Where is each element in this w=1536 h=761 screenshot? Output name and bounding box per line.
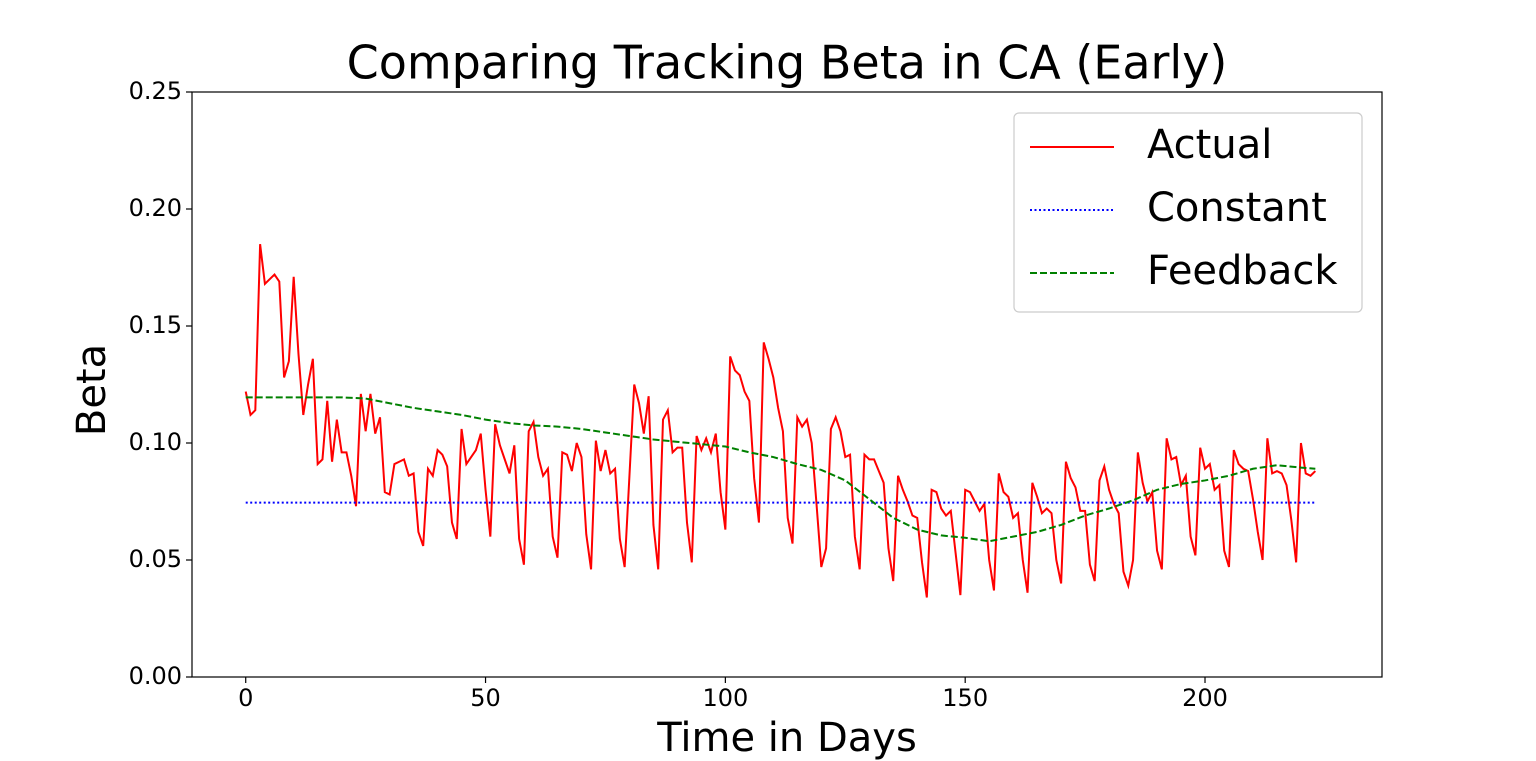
chart-title: Comparing Tracking Beta in CA (Early) <box>347 36 1228 90</box>
x-tick-label: 100 <box>702 684 748 712</box>
legend-label: Constant <box>1147 185 1327 231</box>
y-tick-label: 0.05 <box>129 545 182 573</box>
y-tick-label: 0.25 <box>129 77 182 105</box>
x-axis-label: Time in Days <box>656 715 917 761</box>
x-tick-label: 0 <box>238 684 253 712</box>
y-axis-label: Beta <box>69 344 115 436</box>
y-tick-label: 0.20 <box>129 194 182 222</box>
legend-box <box>1013 112 1363 313</box>
series-line <box>244 243 1317 598</box>
plot-frame <box>191 91 1383 678</box>
legend-label: Actual <box>1147 122 1272 168</box>
legend-label: Feedback <box>1147 248 1338 294</box>
y-tick-label: 0.15 <box>129 311 182 339</box>
y-tick-label: 0.00 <box>129 662 182 690</box>
series-line <box>245 396 1316 543</box>
x-tick-label: 200 <box>1182 684 1228 712</box>
x-tick-label: 150 <box>942 684 988 712</box>
y-tick-label: 0.10 <box>129 428 182 456</box>
x-tick-label: 50 <box>470 684 501 712</box>
